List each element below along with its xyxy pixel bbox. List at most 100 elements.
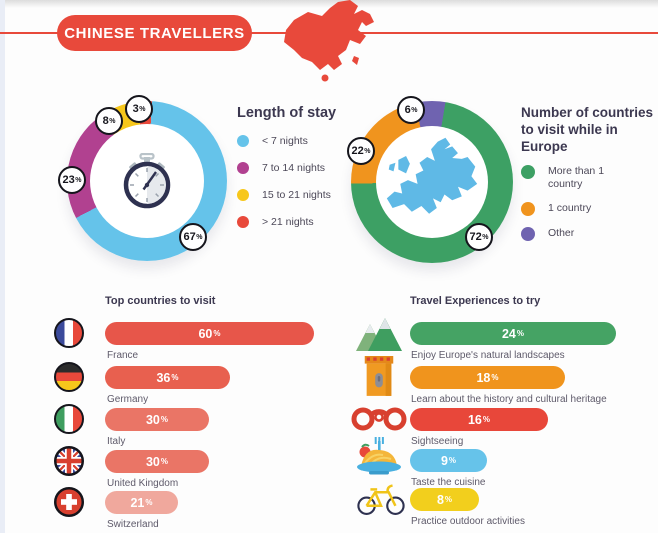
switzerland-bar: 21% bbox=[105, 491, 178, 514]
history-heritage-label: Learn about the history and cultural her… bbox=[411, 394, 607, 405]
legend-dot bbox=[237, 162, 249, 174]
legend-dot bbox=[237, 135, 249, 147]
donut-value-bubble: 67% bbox=[179, 223, 207, 251]
legend-dot bbox=[237, 189, 249, 201]
donut-hole bbox=[376, 126, 488, 238]
united-kingdom-bar: 30% bbox=[105, 450, 209, 473]
value: 8 bbox=[436, 492, 444, 507]
legend-label: More than 1 country bbox=[548, 165, 605, 190]
china-map-icon bbox=[284, 0, 374, 82]
value: 23 bbox=[62, 174, 75, 186]
donut-value-bubble: 23% bbox=[58, 166, 86, 194]
legend-label: < 7 nights bbox=[262, 135, 308, 147]
europe-map-icon bbox=[386, 137, 478, 214]
castle-icon bbox=[364, 356, 394, 396]
percent-sign: % bbox=[196, 233, 203, 241]
legend-dot bbox=[237, 216, 249, 228]
legend-label: 7 to 14 nights bbox=[262, 162, 326, 174]
value: 67 bbox=[183, 231, 196, 243]
germany-label: Germany bbox=[107, 394, 149, 405]
percent-sign: % bbox=[75, 176, 82, 184]
germany-bar: 36% bbox=[105, 366, 230, 389]
uk-flag-icon bbox=[54, 446, 84, 476]
value: 30 bbox=[145, 412, 160, 427]
percent-sign: % bbox=[482, 415, 491, 424]
legend-item: Other bbox=[521, 227, 656, 241]
taste-cuisine-bar: 9% bbox=[410, 449, 487, 472]
page-title-label: CHINESE TRAVELLERS bbox=[64, 24, 245, 42]
value: 60 bbox=[198, 326, 213, 341]
history-heritage-bar: 18% bbox=[410, 366, 565, 389]
percent-sign: % bbox=[491, 373, 499, 382]
france-bar: 60% bbox=[105, 322, 314, 345]
percent-sign: % bbox=[448, 456, 457, 465]
legend-dot bbox=[521, 202, 535, 216]
percent-sign: % bbox=[444, 495, 453, 504]
percent-sign: % bbox=[411, 106, 418, 114]
italy-flag-icon bbox=[54, 404, 84, 434]
top-countries-title: Top countries to visit bbox=[105, 295, 216, 307]
legend-title: Length of stay bbox=[237, 105, 337, 121]
switzerland-label: Switzerland bbox=[107, 519, 159, 530]
sightseeing-bar: 16% bbox=[410, 408, 548, 431]
donut-value-bubble: 22% bbox=[347, 137, 375, 165]
outdoor-activities-label: Practice outdoor activities bbox=[411, 516, 525, 527]
legend-title: Number of countries to visit while in Eu… bbox=[521, 105, 654, 154]
donut-hole bbox=[90, 124, 204, 238]
bicycle-icon bbox=[357, 484, 405, 515]
value: 36 bbox=[156, 370, 171, 385]
value: 8 bbox=[102, 115, 109, 127]
germany-flag-icon bbox=[54, 362, 84, 392]
donut-value-bubble: 8% bbox=[95, 107, 123, 135]
percent-sign: % bbox=[213, 329, 221, 338]
top-shade bbox=[0, 0, 658, 8]
value: 9 bbox=[440, 453, 448, 468]
value: 30 bbox=[145, 454, 160, 469]
value: 16 bbox=[467, 412, 482, 427]
sightseeing-label: Sightseeing bbox=[411, 436, 464, 447]
value: 6 bbox=[404, 104, 411, 116]
legend-item: 1 country bbox=[521, 202, 656, 216]
legend-item: > 21 nights bbox=[237, 216, 377, 229]
legend-item: More than 1 country bbox=[521, 165, 656, 191]
value: 3 bbox=[132, 103, 139, 115]
percent-sign: % bbox=[516, 329, 525, 338]
percent-sign: % bbox=[364, 147, 371, 155]
legend-item: 15 to 21 nights bbox=[237, 189, 377, 202]
legend-label: > 21 nights bbox=[262, 216, 314, 228]
percent-sign: % bbox=[171, 373, 179, 382]
percent-sign: % bbox=[139, 105, 146, 113]
legend-item: 7 to 14 nights bbox=[237, 162, 377, 175]
value: 21 bbox=[130, 495, 145, 510]
legend-label: 1 country bbox=[548, 202, 592, 214]
value: 18 bbox=[476, 370, 491, 385]
page-title: CHINESE TRAVELLERS bbox=[57, 15, 252, 51]
donut-value-bubble: 3% bbox=[125, 95, 153, 123]
natural-landscapes-label: Enjoy Europe's natural landscapes bbox=[411, 350, 565, 361]
mountains-icon bbox=[356, 318, 402, 351]
value: 22 bbox=[351, 145, 364, 157]
donut-value-bubble: 6% bbox=[397, 96, 425, 124]
left-edge-strip bbox=[0, 0, 5, 533]
percent-sign: % bbox=[160, 415, 169, 424]
value: 24 bbox=[501, 326, 516, 341]
switzerland-flag-icon bbox=[54, 487, 84, 517]
italy-label: Italy bbox=[107, 436, 126, 447]
france-label: France bbox=[107, 350, 139, 361]
value: 72 bbox=[469, 231, 482, 243]
binoculars-icon bbox=[351, 407, 407, 431]
donut-value-bubble: 72% bbox=[465, 223, 493, 251]
legend-label: 15 to 21 nights bbox=[262, 189, 331, 201]
taste-cuisine-label: Taste the cuisine bbox=[411, 477, 486, 488]
legend-dot bbox=[521, 165, 535, 179]
outdoor-activities-bar: 8% bbox=[410, 488, 479, 511]
natural-landscapes-bar: 24% bbox=[410, 322, 616, 345]
travel-experiences-title: Travel Experiences to try bbox=[410, 295, 541, 307]
legend-dot bbox=[521, 227, 535, 241]
france-flag-icon bbox=[54, 318, 84, 348]
countries-to-visit-legend: Number of countries to visit while in Eu… bbox=[521, 104, 656, 252]
italy-bar: 30% bbox=[105, 408, 209, 431]
cuisine-icon bbox=[357, 437, 401, 475]
legend-item: < 7 nights bbox=[237, 135, 377, 148]
